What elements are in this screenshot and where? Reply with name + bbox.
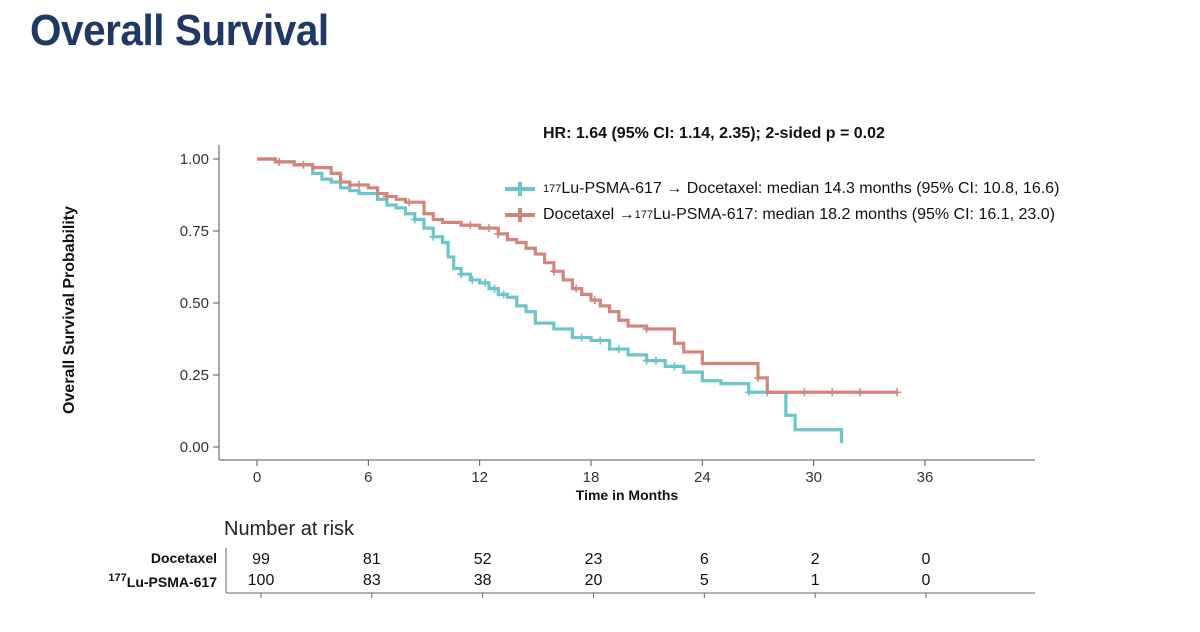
y-tick-label: 0.75 [180,223,209,240]
risk-value: 100 [247,572,275,589]
censor-mark [549,267,558,276]
chart-curves [257,157,902,443]
censor-mark [355,180,364,189]
legend-item-lu-psma-first: 177 Lu-PSMA-617 → Docetaxel: median 14.3… [505,176,1059,202]
risk-value: 83 [362,572,381,589]
risk-value: 99 [252,551,270,568]
censor-mark [499,290,508,299]
censor-mark [744,388,753,397]
risk-value: 52 [473,551,492,568]
x-tick-label: 6 [364,469,372,486]
censor-mark [457,270,466,279]
censor-mark [670,362,679,371]
censor-mark [405,198,414,207]
censor-mark [299,160,308,169]
legend-label-pre: Docetaxel → [543,206,635,223]
censor-mark [614,345,623,354]
censor-mark [828,388,837,397]
censor-mark [484,224,493,233]
censor-mark [466,221,475,230]
risk-value: 23 [584,551,603,568]
y-tick-label: 1.00 [180,151,209,168]
risk-value: 0 [921,572,931,589]
x-tick-label: 0 [253,469,261,486]
censor-mark [651,356,660,365]
censor-mark [481,278,490,287]
x-axis-label: Time in Months [575,487,679,503]
censor-mark [429,232,438,241]
risk-value: 1 [810,572,820,589]
censor-mark [468,275,477,284]
x-tick-label: 24 [694,469,711,486]
censor-mark [596,336,605,345]
censor-mark [642,324,651,333]
censor-mark [572,284,581,293]
legend-superscript: 177 [543,183,562,195]
censor-mark [494,229,503,238]
legend-superscript: 177 [634,209,653,221]
risk-value: 81 [362,551,381,568]
censor-mark [590,296,599,305]
risk-row-label-sup: 177 [108,572,127,584]
x-tick-label: 36 [917,469,934,486]
censor-mark [754,373,762,382]
censor-mark [642,356,651,365]
risk-value: 0 [921,551,931,568]
risk-value: 5 [699,572,709,589]
risk-table-axis [225,548,1035,598]
risk-value: 6 [699,551,709,568]
y-axis-label: Overall Survival Probability [61,205,78,415]
y-tick-label: 0.00 [180,439,209,456]
chart-axes: 0.00 0.25 0.50 0.75 1.00 0 6 12 18 24 30 36 [180,145,1035,486]
censor-mark [577,333,586,342]
slide-title: Overall Survival [30,6,329,55]
censor-mark [856,388,865,397]
y-tick-label: 0.25 [180,367,209,384]
risk-value: 2 [810,551,820,568]
legend-swatch-salmon [505,208,535,222]
km-curve-docetaxel-first [257,157,898,394]
x-tick-label: 30 [805,469,822,486]
legend-swatch-teal [505,182,535,196]
censor-mark [490,284,499,293]
censor-mark [410,215,419,224]
legend-item-docetaxel-first: Docetaxel → 177 Lu-PSMA-617: median 18.2… [505,202,1059,228]
legend-label-post: Lu-PSMA-617: median 18.2 months (95% CI:… [652,206,1055,223]
x-tick-label: 12 [471,469,488,486]
risk-table-title: Number at risk [224,518,355,540]
hazard-ratio-annotation: HR: 1.64 (95% CI: 1.14, 2.35); 2-sided p… [543,125,885,142]
censor-mark [800,388,809,397]
x-tick-label: 18 [583,469,600,486]
risk-row-label-lu-psma: 177Lu-PSMA-617 [108,572,217,590]
censor-mark [275,157,284,166]
legend-label: Lu-PSMA-617 → Docetaxel: median 14.3 mon… [561,180,1060,197]
risk-value: 20 [584,572,603,589]
chart-legend: 177 Lu-PSMA-617 → Docetaxel: median 14.3… [505,176,1059,228]
censor-mark [382,192,391,201]
censor-mark [893,388,902,397]
risk-row-label-text: Lu-PSMA-617 [126,574,217,590]
y-tick-label: 0.50 [180,295,209,312]
risk-value: 38 [473,572,492,589]
risk-row-label-docetaxel: Docetaxel [150,550,217,566]
